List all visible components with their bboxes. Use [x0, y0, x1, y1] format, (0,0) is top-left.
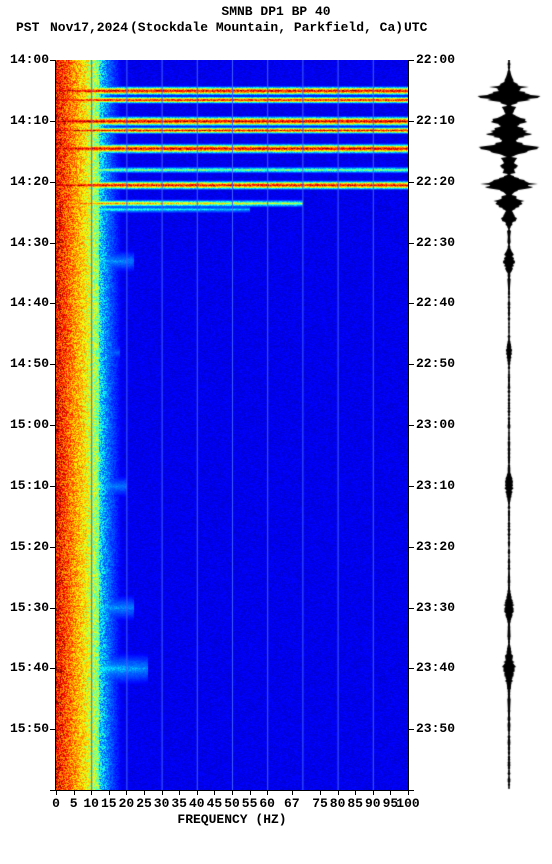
y-tick-label: 15:20	[10, 539, 49, 554]
x-tick-label: 45	[207, 796, 223, 811]
x-axis-title: FREQUENCY (HZ)	[56, 812, 408, 827]
x-tick-label: 100	[396, 796, 419, 811]
x-tick-label: 0	[52, 796, 60, 811]
y-tick-label: 15:10	[10, 478, 49, 493]
y-tick-label: 22:40	[416, 295, 455, 310]
y-tick-label: 22:50	[416, 356, 455, 371]
y-tick-label: 15:50	[10, 721, 49, 736]
x-tick-label: 25	[136, 796, 152, 811]
y-tick-label: 14:10	[10, 113, 49, 128]
y-tick-label: 23:40	[416, 660, 455, 675]
x-tick-label: 67	[284, 796, 300, 811]
y-tick-label: 22:10	[416, 113, 455, 128]
y-tick-label: 14:20	[10, 174, 49, 189]
y-tick-label: 23:00	[416, 417, 455, 432]
x-tick-label: 5	[70, 796, 78, 811]
y-tick-label: 23:50	[416, 721, 455, 736]
x-tick-label: 15	[101, 796, 117, 811]
y-tick-label: 14:40	[10, 295, 49, 310]
x-tick-label: 50	[224, 796, 240, 811]
y-tick-label: 14:00	[10, 52, 49, 67]
y-tick-label: 15:00	[10, 417, 49, 432]
y-tick-label: 23:30	[416, 600, 455, 615]
y-tick-label: 22:20	[416, 174, 455, 189]
y-tick-label: 23:20	[416, 539, 455, 554]
x-tick-label: 10	[83, 796, 99, 811]
waveform-plot	[476, 60, 542, 790]
y-tick-label: 22:00	[416, 52, 455, 67]
y-tick-label: 14:30	[10, 235, 49, 250]
date-label: Nov17,2024	[50, 20, 128, 35]
x-tick-label: 35	[171, 796, 187, 811]
y-tick-label: 14:50	[10, 356, 49, 371]
x-tick-label: 55	[242, 796, 258, 811]
y-tick-label: 23:10	[416, 478, 455, 493]
x-tick-label: 60	[259, 796, 275, 811]
y-tick-label: 15:30	[10, 600, 49, 615]
x-tick-label: 85	[347, 796, 363, 811]
x-tick-label: 30	[154, 796, 170, 811]
chart-title: SMNB DP1 BP 40	[0, 4, 552, 19]
x-tick-label: 80	[330, 796, 346, 811]
y-tick-label: 22:30	[416, 235, 455, 250]
y-tick-label: 15:40	[10, 660, 49, 675]
x-tick-label: 75	[312, 796, 328, 811]
right-timezone-label: UTC	[404, 20, 427, 35]
left-timezone-label: PST	[16, 20, 39, 35]
location-label: (Stockdale Mountain, Parkfield, Ca)	[130, 20, 403, 35]
spectrogram-plot	[56, 60, 408, 790]
x-tick-label: 40	[189, 796, 205, 811]
x-tick-label: 20	[119, 796, 135, 811]
x-tick-label: 90	[365, 796, 381, 811]
